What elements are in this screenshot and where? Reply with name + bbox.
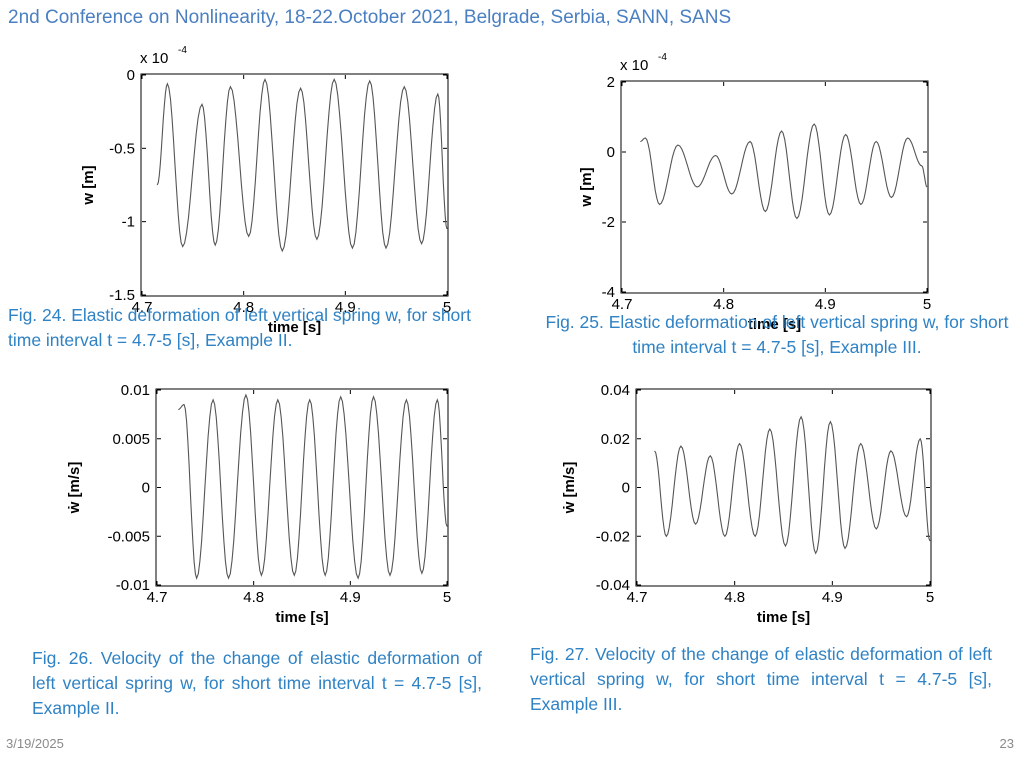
plot-frame	[620, 80, 929, 294]
y-exponent-label: x 10	[140, 50, 168, 67]
x-tick-label: 4.8	[233, 299, 254, 316]
x-tick-label: 4.7	[612, 296, 633, 313]
x-tick-label: 4.8	[724, 589, 745, 606]
y-tick-label: 0.005	[112, 431, 150, 448]
y-tick-label: -2	[602, 214, 615, 231]
y-tick-label: -0.04	[596, 577, 630, 594]
series-line	[654, 415, 931, 555]
y-tick-label: 0.04	[601, 382, 630, 399]
page-number: 23	[999, 736, 1014, 751]
x-tick-label: 4.9	[815, 296, 836, 313]
y-tick-label: -1	[122, 214, 135, 231]
slide-title: 2nd Conference on Nonlinearity, 18-22.Oc…	[8, 7, 732, 28]
caption-fig24: Fig. 24. Elastic deformation of left ver…	[8, 305, 471, 350]
plot-frame	[140, 73, 449, 297]
x-tick-label: 4.9	[340, 589, 361, 606]
y-exponent-power: -4	[658, 52, 667, 63]
chart-fig25: 4.7 4.8 4.9 5 2 0 -2 -4 x 10 -4 time [s] w [m]	[560, 50, 980, 333]
chart-fig27: 4.7 4.8 4.9 5 0.04 0.02 0 -0.02 -0.04 time [s] ẇ […	[555, 375, 975, 635]
chart-fig26: 4.7 4.8 4.9 5 0.01 0.005 0 -0.005 -0.01 time [s] ẇ…	[60, 375, 490, 635]
y-tick-label: -0.005	[107, 528, 150, 545]
chart-fig24: 4.7 4.8 4.9 5 0 -0.5 -1 -1.5 x 10 -4 time [s] w [m]	[70, 40, 490, 336]
y-axis-label: ẇ [m/s]	[66, 462, 83, 515]
x-axis-label: time [s]	[275, 609, 328, 626]
x-tick-label: 5	[926, 589, 934, 606]
x-tick-label: 4.7	[147, 589, 168, 606]
y-tick-label: 0	[607, 144, 615, 161]
x-axis-label: time [s]	[748, 316, 801, 333]
y-tick-label: -4	[602, 284, 615, 301]
y-tick-label: -0.5	[109, 140, 135, 157]
x-tick-label: 4.7	[132, 299, 153, 316]
series-line	[178, 393, 448, 580]
y-exponent-label: x 10	[620, 57, 648, 74]
y-tick-label: 2	[607, 74, 615, 91]
x-tick-label: 5	[443, 589, 451, 606]
y-axis-label: w [m]	[80, 165, 97, 205]
series-line	[640, 123, 928, 220]
x-tick-label: 4.8	[243, 589, 264, 606]
y-tick-label: -0.01	[116, 577, 150, 594]
x-axis-label: time [s]	[757, 609, 810, 626]
x-tick-label: 5	[923, 296, 931, 313]
y-tick-label: 0	[127, 67, 135, 84]
x-axis-label: time [s]	[268, 319, 321, 336]
y-axis-label: w [m]	[578, 167, 595, 207]
caption-fig25: Fig. 25. Elastic deformation of left ver…	[545, 312, 1009, 357]
y-tick-label: 0.02	[601, 431, 630, 448]
y-exponent-power: -4	[178, 45, 187, 56]
y-tick-label: 0.01	[121, 382, 150, 399]
x-tick-label: 4.9	[335, 299, 356, 316]
x-tick-label: 5	[443, 299, 451, 316]
y-tick-label: 0	[622, 480, 630, 497]
y-axis-label: ẇ [m/s]	[561, 462, 578, 515]
caption-fig26: Fig. 26. Velocity of the change of elast…	[32, 648, 482, 718]
x-tick-label: 4.8	[713, 296, 734, 313]
y-tick-label: -0.02	[596, 528, 630, 545]
plot-frame	[635, 388, 932, 587]
x-tick-label: 4.9	[822, 589, 843, 606]
y-tick-label: 0	[142, 480, 150, 497]
caption-fig27: Fig. 27. Velocity of the change of elast…	[530, 644, 992, 714]
series-line	[156, 77, 448, 253]
footer-date: 3/19/2025	[6, 736, 64, 751]
y-tick-label: -1.5	[109, 287, 135, 304]
x-tick-label: 4.7	[627, 589, 648, 606]
